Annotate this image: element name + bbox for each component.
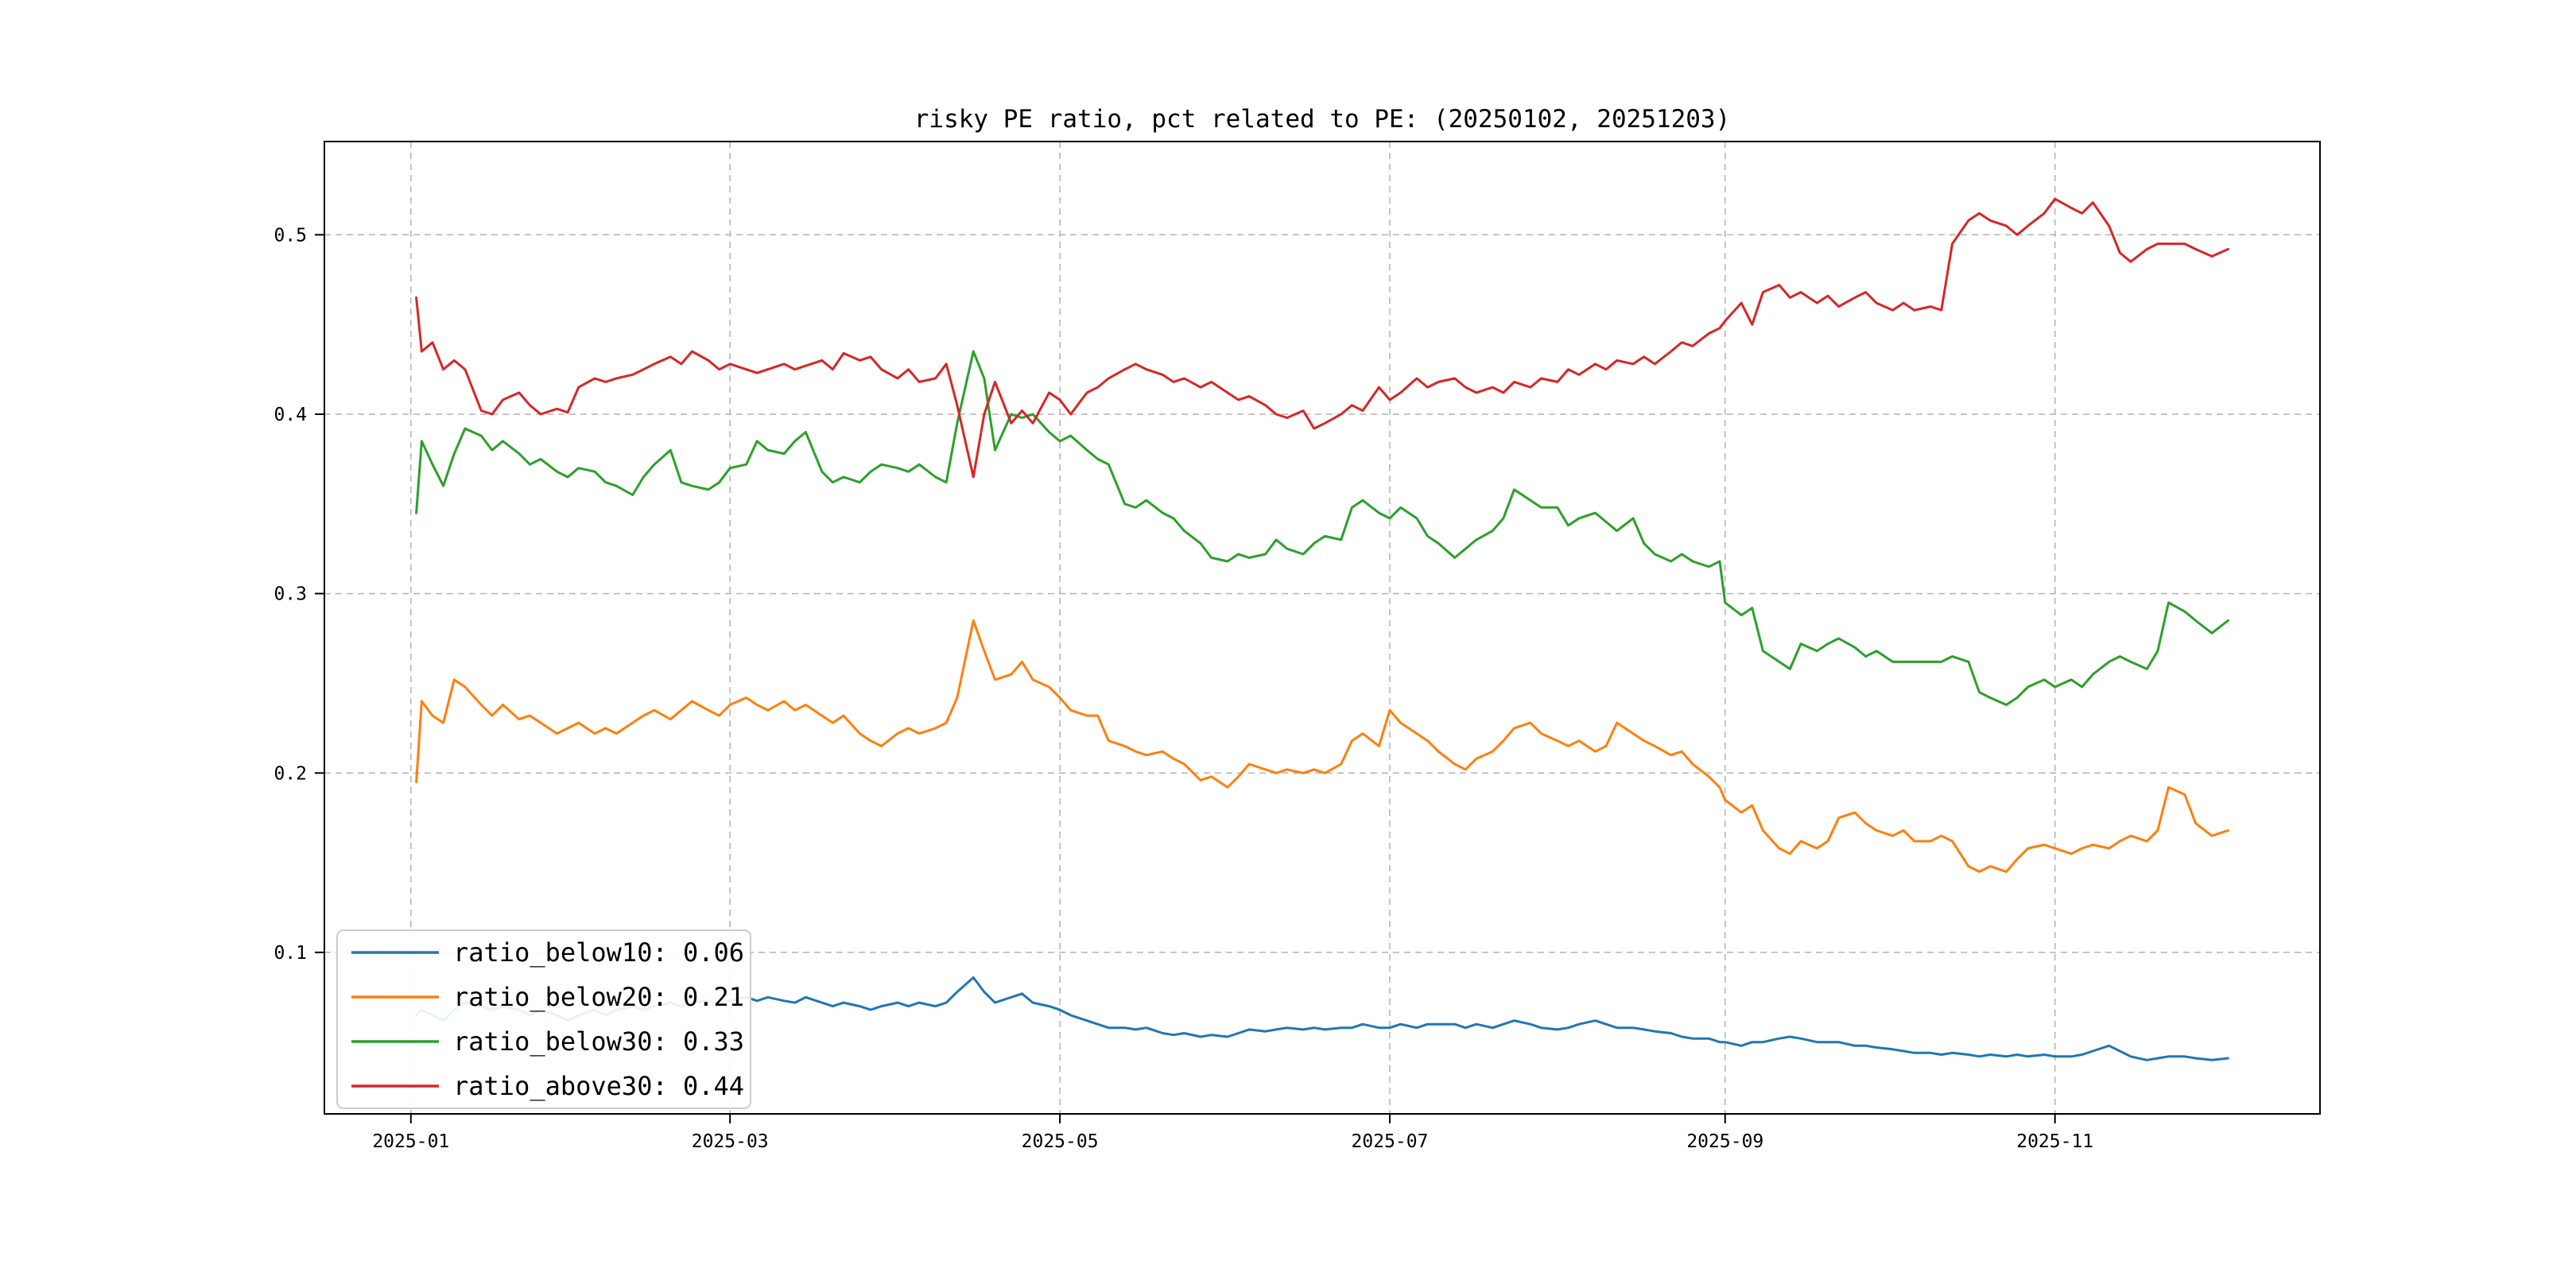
y-tick-label: 0.4: [274, 405, 307, 425]
series-line-ratio_above30: [415, 197, 2229, 479]
legend-label-ratio_above30: ratio_above30: 0.44: [453, 1071, 744, 1101]
legend-label-ratio_below10: ratio_below10: 0.06: [453, 937, 744, 968]
x-tick-label: 2025-07: [1352, 1131, 1429, 1152]
y-tick-label: 0.2: [274, 763, 307, 784]
x-tick-labels: 2025-01 2025-03 2025-05 2025-07 2025-09 2025-…: [372, 1131, 2093, 1152]
series-line-ratio_below30: [415, 350, 2229, 706]
y-tick-label: 0.1: [274, 943, 307, 964]
series-line-ratio_below20: [415, 619, 2229, 873]
legend: ratio_below10: 0.06 ratio_below20: 0.21 ra…: [336, 929, 751, 1109]
axes-frame: [324, 141, 2321, 1115]
x-tick-label: 2025-11: [2016, 1131, 2093, 1152]
legend-box: [336, 929, 751, 1109]
y-tick-label: 0.3: [274, 584, 307, 605]
x-tick-label: 2025-05: [1022, 1131, 1099, 1152]
y-tick-labels: 0.1 0.2 0.3 0.4 0.5: [274, 225, 307, 964]
legend-label-ratio_below30: ratio_below30: 0.33: [453, 1026, 744, 1057]
x-tick-label: 2025-09: [1686, 1131, 1763, 1152]
axis-ticks: [315, 234, 2056, 1123]
chart-title: risky PE ratio, pct related to PE: (2025…: [914, 105, 1731, 134]
x-tick-label: 2025-01: [372, 1131, 449, 1152]
x-tick-label: 2025-03: [692, 1131, 769, 1152]
legend-label-ratio_below20: ratio_below20: 0.21: [453, 982, 744, 1012]
gridlines: [324, 142, 2320, 1114]
y-tick-label: 0.5: [274, 225, 307, 246]
